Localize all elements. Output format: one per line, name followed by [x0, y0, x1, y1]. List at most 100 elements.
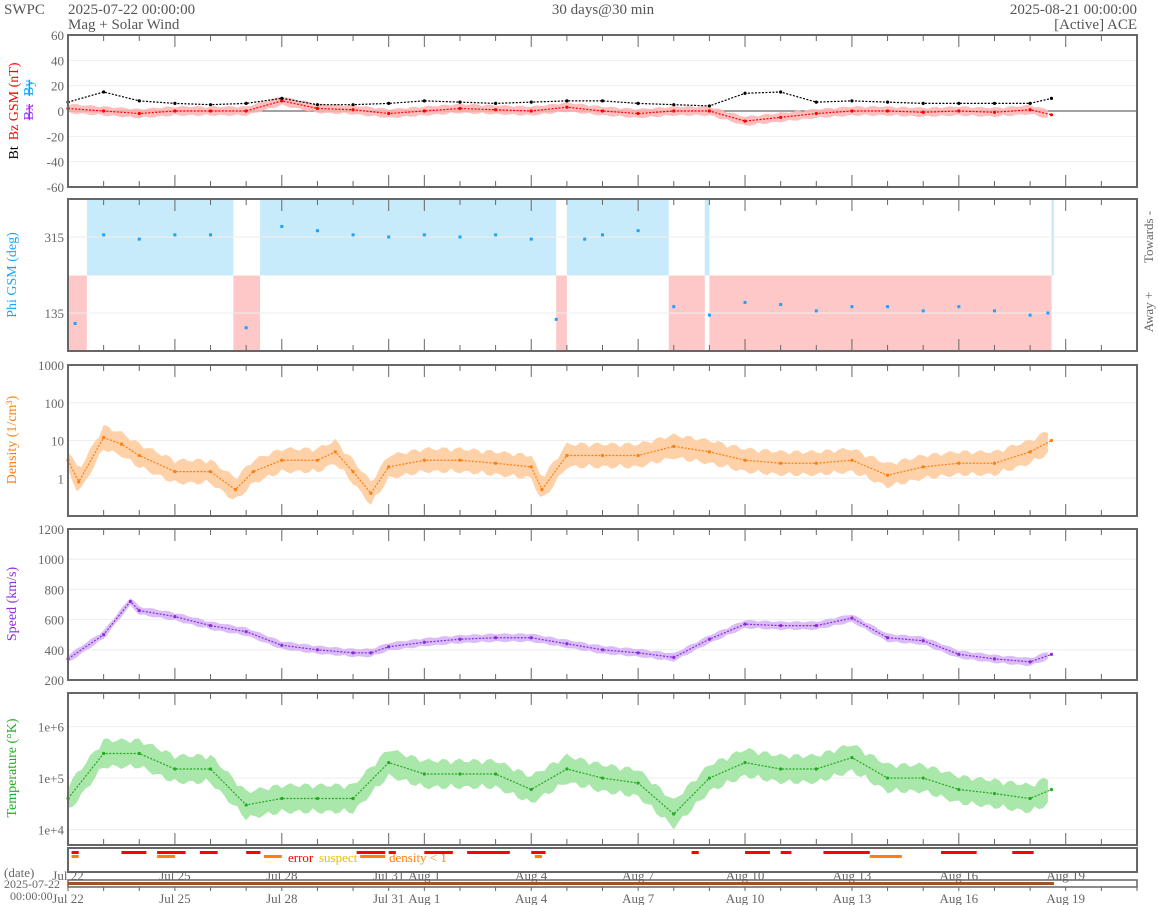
error-flag: [121, 851, 147, 854]
speed-series-point: [814, 624, 818, 628]
temperature-series-point: [102, 751, 106, 756]
bt-label: Bt: [7, 146, 22, 159]
temperature-series-point: [173, 767, 177, 771]
bz-series-point: [208, 109, 213, 113]
bt-series-point: [173, 101, 177, 105]
phi-point: [601, 233, 604, 237]
speed-series-point: [529, 636, 533, 640]
phi-point: [672, 305, 676, 309]
density-series-point: [77, 480, 81, 484]
temperature-series-point: [636, 781, 640, 785]
bz-series-point: [280, 99, 284, 103]
bz-series-point: [173, 109, 177, 113]
temperature-series-point: [387, 760, 391, 765]
density-series-point: [743, 458, 747, 462]
mag-ytick-label: -40: [47, 155, 64, 170]
end-time: 2025-08-21 00:00:00: [1010, 2, 1137, 18]
x-tick-label: Aug 13: [833, 891, 872, 905]
phi-point: [814, 309, 818, 313]
x-tick-label: Jul 22: [52, 891, 83, 905]
temperature-series-point: [707, 776, 712, 780]
bz-series-point: [1028, 108, 1032, 112]
density-flag: [157, 855, 175, 858]
bt-series-point: [672, 103, 676, 107]
data-coverage-bar: [68, 882, 1054, 885]
error-flag: [691, 851, 699, 854]
density-flag: [534, 855, 542, 858]
temperature-series-point: [280, 796, 284, 801]
density-series-point: [529, 465, 533, 469]
phi-ytick-label: 315: [45, 230, 65, 245]
density-series-point: [422, 458, 426, 462]
phi-point: [743, 300, 747, 304]
density-series-point: [779, 461, 783, 465]
temperature-series-point: [137, 751, 141, 756]
phi-point: [554, 317, 558, 321]
date-start-time: 00:00:00: [10, 889, 53, 903]
phi-point: [957, 305, 961, 309]
mag-ytick-label: -20: [47, 129, 64, 144]
density-series-point: [1049, 438, 1054, 443]
density-ytick-label: 1: [58, 471, 65, 486]
bz-series-point: [422, 109, 426, 113]
speed-series-point: [707, 637, 712, 641]
away-label: Away +: [1141, 292, 1156, 332]
density-ylabel: Density (1/cm³): [5, 395, 20, 484]
density-series-point: [280, 458, 284, 462]
bt-series-point: [1028, 101, 1032, 105]
speed-series-point: [600, 648, 605, 652]
speed-series-point: [315, 648, 320, 652]
phi-point: [173, 233, 177, 237]
density-series-point: [369, 491, 373, 495]
phi-point: [779, 303, 783, 307]
density-series-point: [957, 461, 961, 465]
bt-series-point: [387, 101, 391, 105]
temperature-series-point: [315, 796, 320, 801]
density-series-point: [600, 453, 605, 458]
error-flag: [823, 851, 870, 854]
density-flag: [360, 855, 386, 858]
bz-series-point: [743, 119, 747, 123]
mag-ytick-label: 0: [58, 104, 65, 119]
bz-series-point: [458, 106, 462, 111]
bz-series-point: [600, 109, 605, 113]
bz-series-point: [565, 105, 569, 109]
speed-series-point: [636, 651, 640, 655]
x-tick-label: Aug 19: [1046, 891, 1085, 905]
x-tick-label: Jul 25: [159, 891, 190, 905]
bz-series-point: [244, 109, 248, 113]
bt-series-point: [351, 103, 355, 107]
density-series-point: [119, 442, 124, 446]
bz-series-point: [779, 115, 783, 119]
speed-ylabel: Speed (km/s): [5, 567, 20, 642]
speed-series-point: [128, 599, 132, 604]
flag-legend-suspect: suspect: [319, 850, 358, 865]
density-series-point: [850, 458, 854, 462]
bt-series-point: [458, 100, 462, 104]
phi-point: [636, 229, 640, 233]
bz-series-point: [137, 111, 141, 116]
bz-series-point: [636, 111, 640, 116]
bt-series-point: [422, 99, 426, 103]
flag-legend-error: error: [288, 850, 314, 865]
mag-ytick-label: 60: [51, 28, 64, 43]
bt-series-point: [244, 101, 248, 105]
bt-series-point: [315, 103, 320, 107]
speed-series-point: [137, 608, 141, 613]
density-series-point: [672, 444, 676, 448]
phi-point: [707, 313, 711, 317]
density-series-point: [208, 470, 213, 474]
density-flag: [869, 855, 902, 858]
error-flag: [246, 851, 261, 854]
bz-series-point: [957, 109, 961, 113]
error-flag: [71, 851, 79, 854]
error-flag: [388, 851, 396, 854]
bz-series-point: [315, 106, 320, 111]
error-flag: [780, 851, 792, 854]
speed-series-point: [173, 614, 177, 619]
density-series-point: [707, 450, 712, 454]
bz-series-point: [992, 110, 997, 114]
phi-point: [244, 326, 248, 330]
density-series-line: [67, 436, 1051, 495]
temperature-series-point: [992, 791, 997, 796]
